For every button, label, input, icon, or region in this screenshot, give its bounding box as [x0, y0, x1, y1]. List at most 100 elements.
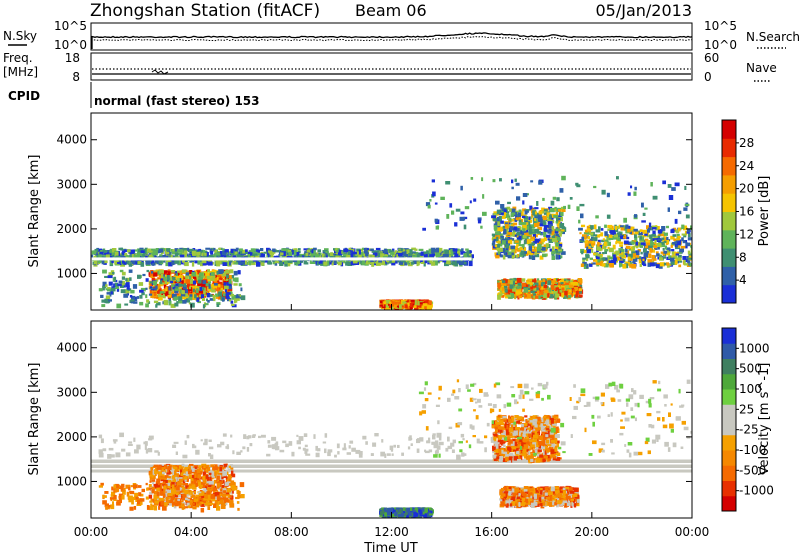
scatter-cell — [556, 221, 561, 227]
scatter-cell — [521, 234, 524, 238]
scatter-cell — [494, 238, 498, 242]
scatter-cell — [384, 254, 388, 257]
scatter-cell — [152, 272, 158, 277]
scatter-cell — [204, 303, 209, 306]
scatter-cell — [151, 487, 155, 492]
scatter-cell — [498, 242, 503, 247]
scatter-cell — [203, 250, 206, 254]
scatter-cell — [200, 275, 205, 279]
scatter-cell — [660, 241, 664, 245]
scatter-cell — [371, 250, 377, 253]
scatter-cell — [522, 235, 527, 239]
scatter-cell — [559, 280, 562, 284]
scatter-cell — [651, 241, 654, 244]
scatter-cell — [225, 278, 229, 281]
scatter-cell — [402, 301, 407, 304]
scatter-cell — [555, 211, 558, 217]
scatter-cell — [363, 250, 368, 254]
scatter-cell — [161, 469, 165, 474]
scatter-cell — [689, 262, 692, 267]
scatter-cell — [627, 192, 631, 196]
scatter-cell — [509, 284, 514, 289]
scatter-cell — [137, 261, 142, 264]
scatter-cell — [652, 258, 655, 262]
scatter-cell — [505, 242, 511, 246]
scatter-cell — [209, 248, 213, 254]
scatter-cell — [543, 293, 547, 299]
scatter-cell — [287, 262, 291, 267]
scatter-cell — [554, 250, 559, 254]
scatter-cell — [375, 255, 379, 259]
scatter-cell — [582, 257, 587, 260]
scatter-cell — [431, 179, 435, 183]
scatter-cell — [228, 465, 231, 468]
scatter-cell — [515, 217, 519, 221]
scatter-cell — [385, 304, 389, 308]
scatter-cell — [449, 203, 453, 208]
scatter-cell — [537, 213, 542, 219]
scatter-cell — [649, 234, 653, 239]
scatter-cell — [213, 247, 216, 252]
scatter-cell — [650, 241, 653, 246]
scatter-cell — [497, 294, 501, 300]
scatter-cell — [380, 302, 383, 305]
scatter-cell — [338, 249, 342, 254]
scatter-cell — [648, 222, 652, 228]
scatter-cell — [555, 242, 559, 247]
scatter-cell — [123, 293, 129, 298]
scatter-cell — [496, 209, 501, 215]
scatter-cell — [589, 232, 594, 236]
scatter-cell — [587, 236, 591, 240]
scatter-cell — [104, 252, 109, 256]
scatter-cell — [154, 287, 157, 291]
scatter-cell — [174, 288, 180, 291]
scatter-cell — [575, 182, 579, 186]
scatter-cell — [523, 247, 527, 251]
scatter-cell — [226, 465, 230, 469]
scatter-cell — [558, 230, 561, 233]
colorbar-tick-label: 16 — [739, 205, 754, 219]
scatter-cell — [197, 260, 201, 265]
scatter-cell — [160, 466, 166, 469]
scatter-cell — [226, 279, 229, 284]
scatter-cell — [614, 256, 620, 260]
scatter-cell — [108, 299, 112, 302]
scatter-cell — [637, 230, 641, 236]
scatter-cell — [364, 247, 368, 251]
scatter-cell — [215, 284, 219, 289]
scatter-cell — [206, 483, 209, 487]
scatter-cell — [126, 285, 130, 290]
scatter-cell — [206, 275, 211, 280]
scatter-cell — [640, 232, 644, 236]
scatter-cell — [175, 294, 181, 297]
scatter-cell — [613, 228, 619, 233]
scatter-cell — [576, 184, 581, 188]
scatter-cell — [500, 220, 504, 224]
scatter-cell — [652, 195, 658, 200]
scatter-cell — [606, 259, 610, 264]
scatter-cell — [224, 485, 228, 490]
colorbar-segment — [722, 156, 736, 176]
scatter-cell — [202, 482, 206, 485]
scatter-cell — [555, 287, 559, 290]
scatter-cell — [585, 239, 588, 242]
scatter-cell — [102, 285, 105, 291]
scatter-cell — [600, 261, 604, 267]
scatter-cell — [165, 259, 171, 263]
colorbar-segment — [722, 120, 736, 139]
scatter-cell — [216, 270, 219, 275]
beam-label: Beam 06 — [355, 1, 427, 20]
scatter-cell — [650, 238, 653, 242]
y-tick-label: 3000 — [56, 177, 87, 191]
scatter-cell — [419, 302, 425, 305]
scatter-cell — [639, 239, 644, 243]
scatter-cell — [684, 185, 687, 190]
scatter-cell — [667, 184, 672, 188]
scatter-cell — [192, 280, 196, 285]
scatter-cell — [93, 260, 98, 265]
scatter-cell — [329, 252, 334, 258]
scatter-cell — [105, 284, 108, 288]
nave-tick-top: 60 — [704, 51, 719, 65]
scatter-cell — [519, 246, 524, 250]
scatter-cell — [660, 251, 663, 254]
